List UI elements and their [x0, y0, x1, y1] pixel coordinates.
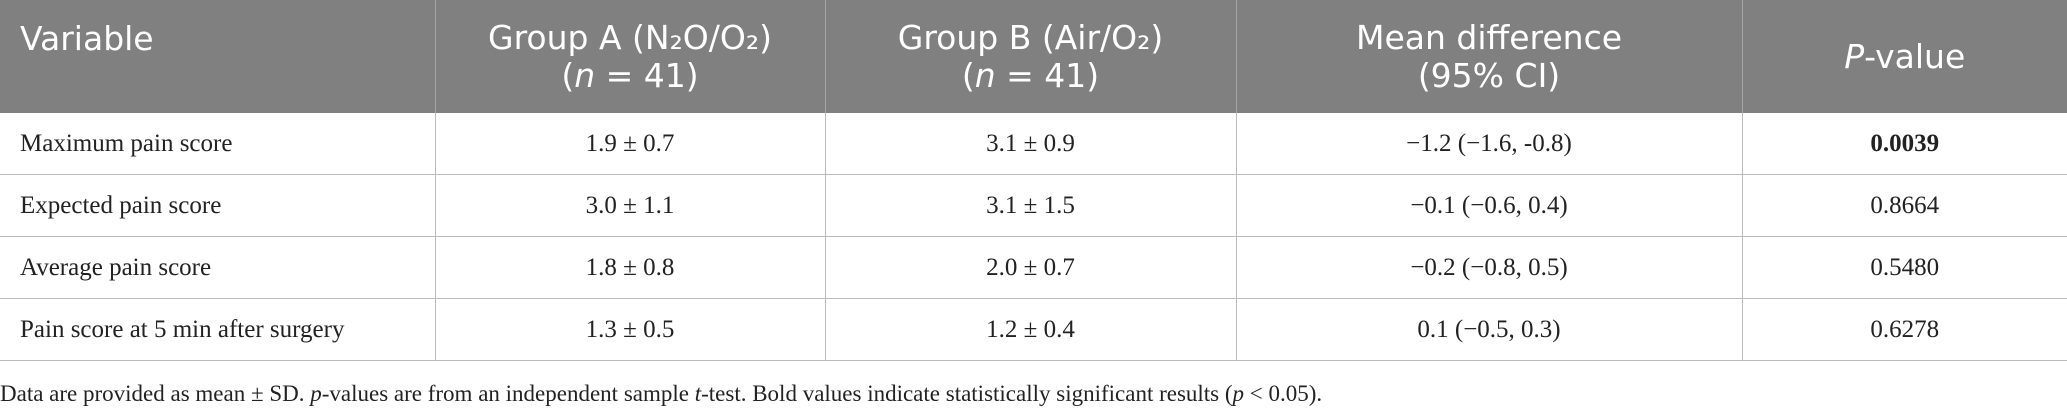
table-cell: −1.2 (−1.6, -0.8): [1236, 113, 1743, 175]
header-text: n: [974, 55, 996, 95]
table-cell: 0.6278: [1742, 298, 2067, 361]
header-text: n: [574, 55, 596, 95]
header-line: (95% CI): [1237, 55, 1742, 95]
table-cell: 1.9 ± 0.7: [435, 113, 826, 175]
footnote-text: -test. Bold values indicate statisticall…: [701, 381, 1233, 406]
header-text: Mean difference: [1355, 17, 1623, 57]
footnote-text: < 0.05).: [1244, 381, 1323, 406]
header-line: Variable: [20, 20, 435, 58]
table-row: Maximum pain score 1.9 ± 0.7 3.1 ± 0.9 −1.2…: [0, 113, 2067, 175]
header-line: (n = 41): [826, 55, 1236, 95]
table-cell: 0.1 (−0.5, 0.3): [1236, 298, 1743, 361]
header-text: (95% CI): [1417, 55, 1561, 95]
table-cell: 0.5480: [1742, 236, 2067, 299]
header-line: Group A (N₂O/O₂): [436, 17, 825, 57]
table-row: Average pain score 1.8 ± 0.8 2.0 ± 0.7 −0.2…: [0, 236, 2067, 299]
results-table: Variable Group A (N₂O/O₂) (n = 41) Group B …: [0, 0, 2067, 361]
footnote-text: t: [694, 381, 702, 406]
table-body: Maximum pain score 1.9 ± 0.7 3.1 ± 0.9 −1.2…: [0, 113, 2067, 361]
header-text: -value: [1864, 36, 1966, 76]
table-row: Expected pain score 3.0 ± 1.1 3.1 ± 1.5 −0.…: [0, 174, 2067, 237]
header-line: P-value: [1743, 36, 2067, 76]
header-text: = 41): [595, 55, 699, 95]
header-row: Variable Group A (N₂O/O₂) (n = 41) Group B …: [0, 0, 2067, 113]
header-cell: Group B (Air/O₂) (n = 41): [825, 0, 1237, 113]
footnote-text: p: [310, 381, 322, 406]
header-line: (n = 41): [436, 55, 825, 95]
header-text: Group A (N₂O/O₂): [488, 17, 772, 57]
table-row: Pain score at 5 min after surgery 1.3 ± 0…: [0, 298, 2067, 361]
table-cell: Expected pain score: [0, 174, 436, 237]
table-cell: 1.2 ± 0.4: [825, 298, 1237, 361]
header-line: Mean difference: [1237, 17, 1742, 57]
header-cell: P-value: [1742, 0, 2067, 113]
header-cell: Variable: [0, 0, 436, 113]
table-cell: 2.0 ± 0.7: [825, 236, 1237, 299]
header-text: (: [961, 55, 975, 95]
table-header: Variable Group A (N₂O/O₂) (n = 41) Group B …: [0, 0, 2067, 113]
footnote-text: -values are from an independent sample: [321, 381, 695, 406]
header-text: = 41): [995, 55, 1100, 95]
footnote-text: p: [1232, 381, 1245, 406]
header-text: P: [1844, 36, 1865, 76]
table-cell: −0.1 (−0.6, 0.4): [1236, 174, 1743, 237]
header-text: (: [561, 55, 575, 95]
table-cell: 3.1 ± 0.9: [825, 113, 1237, 175]
header-text: Variable: [20, 19, 154, 58]
table-cell: 0.0039: [1742, 113, 2067, 175]
footnote: Data are provided as mean ± SD. p-values…: [0, 381, 2067, 407]
table-cell: 3.0 ± 1.1: [435, 174, 826, 237]
table-cell: 0.8664: [1742, 174, 2067, 237]
header-line: Group B (Air/O₂): [826, 17, 1236, 57]
table-cell: Pain score at 5 min after surgery: [0, 298, 436, 361]
table-cell: 3.1 ± 1.5: [825, 174, 1237, 237]
table-cell: −0.2 (−0.8, 0.5): [1236, 236, 1743, 299]
table-cell: 1.8 ± 0.8: [435, 236, 826, 299]
header-cell: Group A (N₂O/O₂) (n = 41): [435, 0, 826, 113]
header-text: Group B (Air/O₂): [897, 17, 1164, 57]
footnote-text: Data are provided as mean ± SD.: [0, 381, 311, 406]
table-cell: 1.3 ± 0.5: [435, 298, 826, 361]
table-cell: Maximum pain score: [0, 113, 436, 175]
table-cell: Average pain score: [0, 236, 436, 299]
header-cell: Mean difference (95% CI): [1236, 0, 1743, 113]
